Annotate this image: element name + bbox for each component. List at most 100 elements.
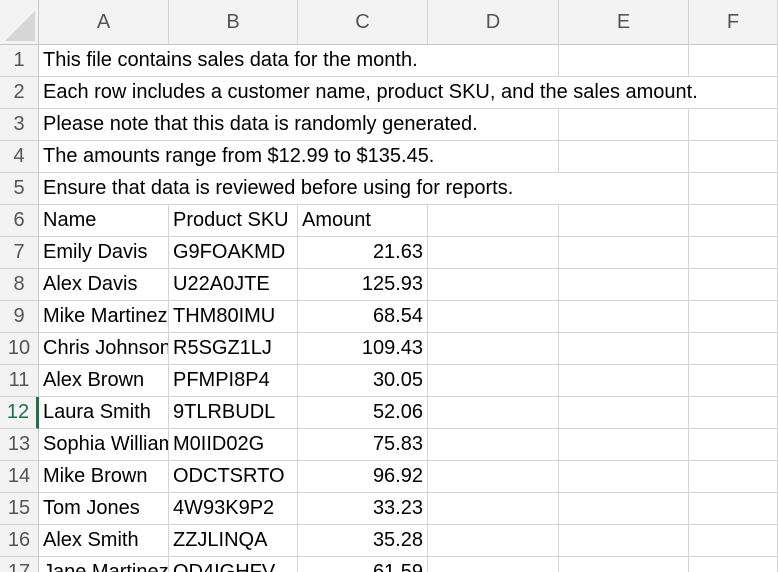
row-header[interactable]: 4 bbox=[0, 141, 39, 173]
cell-f2[interactable] bbox=[689, 77, 778, 109]
cell-d5[interactable] bbox=[428, 173, 559, 205]
empty-cell[interactable] bbox=[689, 397, 778, 429]
sku-cell[interactable]: ZZJLINQA bbox=[169, 525, 298, 557]
sku-cell[interactable]: THM80IMU bbox=[169, 301, 298, 333]
cell-a3[interactable]: Please note that this data is randomly g… bbox=[39, 109, 478, 141]
row-header[interactable]: 14 bbox=[0, 461, 39, 493]
row-header[interactable]: 9 bbox=[0, 301, 39, 333]
cell-e6[interactable] bbox=[559, 205, 689, 237]
cell-b4[interactable] bbox=[169, 141, 298, 173]
cell-d3[interactable] bbox=[428, 109, 559, 141]
row-header[interactable]: 3 bbox=[0, 109, 39, 141]
column-title-name[interactable]: Name bbox=[39, 205, 169, 237]
amount-cell[interactable]: 61.59 bbox=[298, 557, 428, 572]
amount-cell[interactable]: 75.83 bbox=[298, 429, 428, 461]
empty-cell[interactable] bbox=[559, 397, 689, 429]
empty-cell[interactable] bbox=[689, 333, 778, 365]
cell-b2[interactable] bbox=[169, 77, 298, 109]
empty-cell[interactable] bbox=[689, 557, 778, 572]
name-cell[interactable]: Alex Davis bbox=[39, 269, 169, 301]
row-header[interactable]: 15 bbox=[0, 493, 39, 525]
row-header[interactable]: 17 bbox=[0, 557, 39, 572]
cell-a2[interactable]: Each row includes a customer name, produ… bbox=[39, 77, 698, 109]
sku-cell[interactable]: G9FOAKMD bbox=[169, 237, 298, 269]
empty-cell[interactable] bbox=[689, 237, 778, 269]
sku-cell[interactable]: ODCTSRTO bbox=[169, 461, 298, 493]
column-header-b[interactable]: B bbox=[169, 0, 298, 45]
column-header-a[interactable]: A bbox=[39, 0, 169, 45]
amount-cell[interactable]: 52.06 bbox=[298, 397, 428, 429]
amount-cell[interactable]: 68.54 bbox=[298, 301, 428, 333]
name-cell[interactable]: Mike Martinez bbox=[39, 301, 169, 333]
empty-cell[interactable] bbox=[689, 365, 778, 397]
column-title-sku[interactable]: Product SKU bbox=[169, 205, 298, 237]
empty-cell[interactable] bbox=[428, 333, 559, 365]
name-cell[interactable]: Laura Smith bbox=[39, 397, 169, 429]
empty-cell[interactable] bbox=[428, 493, 559, 525]
cell-e4[interactable] bbox=[559, 141, 689, 173]
name-cell[interactable]: Chris Johnson bbox=[39, 333, 169, 365]
row-header[interactable]: 2 bbox=[0, 77, 39, 109]
empty-cell[interactable] bbox=[428, 301, 559, 333]
cell-e2[interactable] bbox=[559, 77, 689, 109]
cell-f1[interactable] bbox=[689, 45, 778, 77]
cell-f3[interactable] bbox=[689, 109, 778, 141]
sku-cell[interactable]: U22A0JTE bbox=[169, 269, 298, 301]
cell-f6[interactable] bbox=[689, 205, 778, 237]
cell-d1[interactable] bbox=[428, 45, 559, 77]
empty-cell[interactable] bbox=[428, 269, 559, 301]
empty-cell[interactable] bbox=[559, 493, 689, 525]
sku-cell[interactable]: M0IID02G bbox=[169, 429, 298, 461]
cell-c5[interactable] bbox=[298, 173, 428, 205]
column-header-c[interactable]: C bbox=[298, 0, 428, 45]
cell-e5[interactable] bbox=[559, 173, 689, 205]
row-header[interactable]: 5 bbox=[0, 173, 39, 205]
amount-cell[interactable]: 21.63 bbox=[298, 237, 428, 269]
column-title-amount[interactable]: Amount bbox=[298, 205, 428, 237]
cell-f4[interactable] bbox=[689, 141, 778, 173]
name-cell[interactable]: Alex Smith bbox=[39, 525, 169, 557]
cell-c4[interactable] bbox=[298, 141, 428, 173]
row-header[interactable]: 12 bbox=[0, 397, 39, 429]
empty-cell[interactable] bbox=[689, 525, 778, 557]
cell-c3[interactable] bbox=[298, 109, 428, 141]
empty-cell[interactable] bbox=[689, 461, 778, 493]
cell-e1[interactable] bbox=[559, 45, 689, 77]
empty-cell[interactable] bbox=[689, 269, 778, 301]
amount-cell[interactable]: 33.23 bbox=[298, 493, 428, 525]
row-header[interactable]: 7 bbox=[0, 237, 39, 269]
column-header-d[interactable]: D bbox=[428, 0, 559, 45]
cell-d2[interactable] bbox=[428, 77, 559, 109]
empty-cell[interactable] bbox=[559, 237, 689, 269]
name-cell[interactable]: Tom Jones bbox=[39, 493, 169, 525]
cell-c1[interactable] bbox=[298, 45, 428, 77]
cell-b1[interactable] bbox=[169, 45, 298, 77]
sku-cell[interactable]: QD4IGHFV bbox=[169, 557, 298, 572]
name-cell[interactable]: Emily Davis bbox=[39, 237, 169, 269]
empty-cell[interactable] bbox=[559, 461, 689, 493]
sku-cell[interactable]: PFMPI8P4 bbox=[169, 365, 298, 397]
sku-cell[interactable]: R5SGZ1LJ bbox=[169, 333, 298, 365]
cell-d4[interactable] bbox=[428, 141, 559, 173]
empty-cell[interactable] bbox=[428, 397, 559, 429]
empty-cell[interactable] bbox=[689, 493, 778, 525]
column-header-e[interactable]: E bbox=[559, 0, 689, 45]
row-header[interactable]: 11 bbox=[0, 365, 39, 397]
sku-cell[interactable]: 9TLRBUDL bbox=[169, 397, 298, 429]
cell-a4[interactable]: The amounts range from $12.99 to $135.45… bbox=[39, 141, 434, 173]
empty-cell[interactable] bbox=[559, 557, 689, 572]
amount-cell[interactable]: 30.05 bbox=[298, 365, 428, 397]
amount-cell[interactable]: 35.28 bbox=[298, 525, 428, 557]
row-header[interactable]: 6 bbox=[0, 205, 39, 237]
amount-cell[interactable]: 125.93 bbox=[298, 269, 428, 301]
empty-cell[interactable] bbox=[559, 365, 689, 397]
empty-cell[interactable] bbox=[428, 365, 559, 397]
cell-f5[interactable] bbox=[689, 173, 778, 205]
empty-cell[interactable] bbox=[559, 525, 689, 557]
row-header[interactable]: 16 bbox=[0, 525, 39, 557]
row-header[interactable]: 1 bbox=[0, 45, 39, 77]
cell-a1[interactable]: This file contains sales data for the mo… bbox=[39, 45, 418, 77]
empty-cell[interactable] bbox=[559, 429, 689, 461]
name-cell[interactable]: Sophia Williams bbox=[39, 429, 169, 461]
cell-e3[interactable] bbox=[559, 109, 689, 141]
